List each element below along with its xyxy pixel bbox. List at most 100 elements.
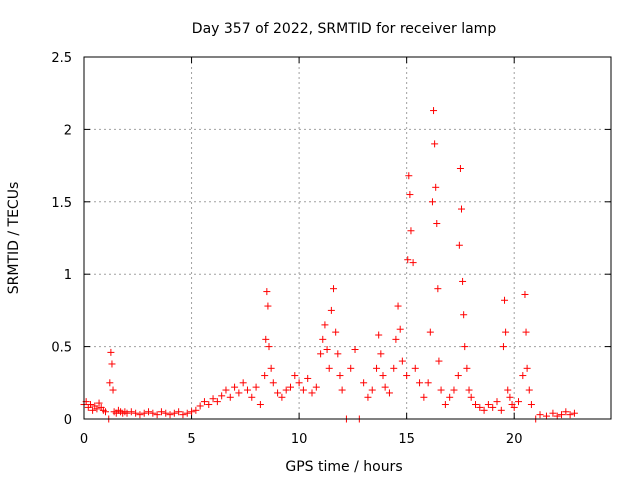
data-point <box>493 398 501 406</box>
data-point <box>334 350 342 358</box>
data-point <box>441 401 449 409</box>
data-point <box>265 343 273 351</box>
data-point <box>461 343 469 351</box>
data-point <box>480 406 488 414</box>
data-point <box>385 389 393 397</box>
data-point <box>222 386 230 394</box>
data-point <box>243 386 251 394</box>
data-point <box>515 398 523 406</box>
data-point <box>489 403 497 411</box>
data-point <box>267 364 275 372</box>
data-point <box>420 393 428 401</box>
data-point <box>226 393 234 401</box>
data-point <box>377 350 385 358</box>
data-point <box>231 383 239 391</box>
data-point <box>278 393 286 401</box>
data-point <box>463 364 471 372</box>
data-point <box>510 403 518 411</box>
data-point <box>86 401 94 409</box>
data-point <box>437 386 445 394</box>
data-point <box>323 345 331 353</box>
data-point <box>375 331 383 339</box>
data-point <box>213 398 221 406</box>
data-point <box>295 379 303 387</box>
data-point <box>239 379 247 387</box>
data-point <box>460 311 468 319</box>
data-point <box>108 360 116 368</box>
data-point <box>332 328 340 336</box>
data-point <box>256 401 264 409</box>
data-point <box>404 256 412 264</box>
data-point <box>562 408 570 416</box>
data-point <box>499 343 507 351</box>
data-point <box>435 357 443 365</box>
data-point <box>549 409 557 417</box>
data-point <box>153 411 161 419</box>
data-point <box>519 372 527 380</box>
data-point <box>522 328 530 336</box>
data-point <box>465 386 473 394</box>
data-point <box>145 408 153 416</box>
data-point <box>263 288 271 296</box>
data-point <box>109 386 117 394</box>
data-point <box>325 364 333 372</box>
data-point <box>403 372 411 380</box>
data-point <box>390 364 398 372</box>
data-point <box>455 241 463 249</box>
data-point <box>394 302 402 310</box>
data-point <box>162 409 170 417</box>
data-point <box>497 406 505 414</box>
y-tick-label: 1.5 <box>51 196 72 211</box>
data-point <box>170 409 178 417</box>
data-point <box>431 140 439 148</box>
data-point <box>235 389 243 397</box>
data-point <box>454 372 462 380</box>
data-point <box>351 345 359 353</box>
data-point <box>501 296 509 304</box>
x-tick-label: 15 <box>398 432 415 447</box>
y-axis: 0 0.5 1 1.5 2 2.5 <box>51 51 611 428</box>
x-tick-label: 10 <box>291 432 308 447</box>
data-marks <box>80 107 578 423</box>
data-point <box>188 408 196 416</box>
data-point <box>368 386 376 394</box>
x-tick-label: 0 <box>80 432 88 447</box>
data-point <box>525 386 533 394</box>
x-axis: 0 5 10 15 20 <box>80 57 522 447</box>
data-point <box>269 379 277 387</box>
data-point <box>95 399 103 407</box>
data-point <box>321 321 329 329</box>
data-point <box>317 350 325 358</box>
data-point <box>542 412 550 420</box>
data-point <box>179 411 187 419</box>
data-point <box>218 392 226 400</box>
data-point <box>456 164 464 172</box>
data-point <box>536 411 544 419</box>
data-point <box>364 393 372 401</box>
plot-frame <box>83 56 612 420</box>
data-point <box>502 328 510 336</box>
data-point <box>252 383 260 391</box>
data-point <box>424 379 432 387</box>
data-point <box>262 335 270 343</box>
data-point <box>471 401 479 409</box>
data-point <box>149 409 157 417</box>
y-axis-title: SRMTID / TECUs <box>6 182 22 295</box>
y-tick-label: 0 <box>64 413 72 428</box>
data-point <box>458 205 466 213</box>
data-point <box>360 379 368 387</box>
data-point <box>405 172 413 180</box>
data-point <box>476 403 484 411</box>
data-point <box>336 372 344 380</box>
data-point <box>136 411 144 419</box>
data-point <box>570 409 578 417</box>
data-point <box>409 259 417 267</box>
data-point <box>282 386 290 394</box>
data-point <box>264 302 272 310</box>
data-point <box>140 409 148 417</box>
data-point <box>430 107 438 115</box>
data-point <box>484 401 492 409</box>
x-axis-title: GPS time / hours <box>285 459 402 475</box>
data-point <box>407 227 415 235</box>
